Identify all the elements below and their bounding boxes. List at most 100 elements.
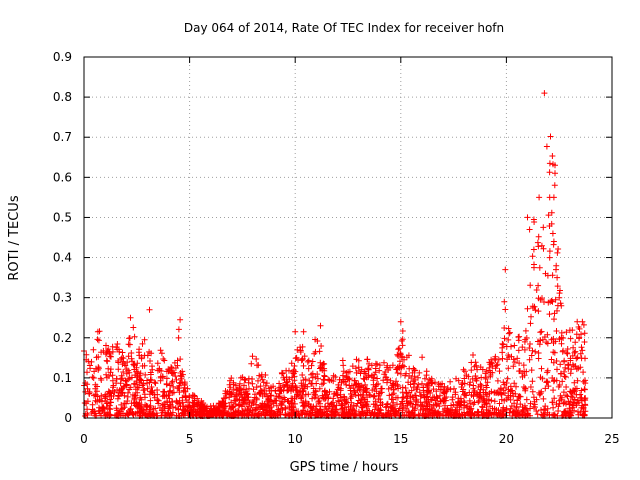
data-point-peak (502, 266, 509, 273)
data-point (501, 325, 508, 331)
data-point (194, 395, 201, 402)
data-point-peak (550, 194, 557, 201)
data-point (522, 386, 529, 392)
data-point (165, 392, 172, 399)
data-point (447, 407, 454, 414)
data-point (554, 366, 560, 373)
data-point (105, 346, 112, 353)
y-tick-label: 0.5 (53, 210, 72, 224)
data-point (227, 384, 234, 391)
data-point (95, 337, 102, 344)
data-point (321, 377, 328, 384)
data-point (412, 401, 419, 408)
data-point (569, 404, 576, 411)
data-point (535, 350, 542, 356)
data-point (580, 321, 587, 328)
data-point (267, 392, 274, 399)
data-point-peak (556, 294, 563, 301)
data-point (166, 395, 173, 402)
data-point (573, 331, 580, 338)
data-point (529, 253, 536, 260)
data-point (574, 397, 581, 404)
data-point (534, 239, 541, 246)
data-point (580, 369, 587, 376)
data-point (256, 372, 263, 379)
data-point (579, 347, 586, 354)
data-point (542, 385, 549, 392)
data-point (283, 374, 290, 381)
data-point (415, 374, 421, 381)
data-point (247, 407, 254, 414)
data-point (255, 377, 261, 384)
data-point (92, 397, 99, 404)
data-point (555, 408, 562, 414)
data-point (580, 378, 587, 385)
data-point (179, 394, 186, 401)
data-point (544, 379, 551, 386)
data-point-peak (550, 238, 557, 245)
data-point (168, 411, 175, 418)
data-point (355, 364, 362, 371)
data-point (263, 380, 270, 387)
data-point (376, 362, 383, 369)
data-point (123, 410, 130, 417)
data-point (330, 391, 337, 397)
data-point (561, 357, 568, 364)
data-point (85, 358, 92, 365)
data-point (505, 352, 512, 359)
data-point (266, 411, 273, 418)
data-point (90, 346, 97, 353)
data-point (506, 330, 513, 337)
data-point (579, 402, 586, 409)
data-point (540, 395, 547, 402)
data-point (516, 360, 523, 367)
data-point (308, 362, 315, 369)
data-point (113, 380, 120, 387)
data-point (367, 392, 374, 399)
data-point (572, 339, 579, 346)
data-point (308, 380, 315, 387)
data-point (436, 403, 443, 410)
data-point (340, 378, 347, 385)
data-point (498, 396, 505, 403)
data-point (309, 395, 316, 402)
data-point (456, 402, 463, 409)
data-point (238, 391, 245, 398)
data-point (503, 380, 510, 386)
data-point (146, 404, 153, 411)
data-point (290, 370, 297, 377)
data-point (563, 329, 570, 336)
data-point (89, 406, 96, 413)
data-point (149, 390, 156, 396)
data-point (351, 388, 358, 395)
data-point (423, 372, 430, 379)
data-point (366, 407, 373, 414)
data-point (500, 387, 507, 394)
y-tick-label: 0.6 (53, 170, 72, 184)
data-point (441, 383, 448, 390)
data-point (101, 409, 108, 416)
data-point (549, 153, 556, 159)
data-point (278, 401, 285, 407)
data-point (88, 410, 95, 416)
data-point (130, 399, 137, 406)
data-point (230, 381, 237, 388)
data-point (272, 388, 279, 394)
data-point (574, 377, 581, 384)
data-point (133, 400, 140, 407)
data-point (340, 368, 347, 375)
data-point (380, 377, 387, 384)
data-point (515, 334, 522, 340)
data-point (471, 389, 478, 396)
data-point (257, 388, 264, 394)
data-point (433, 393, 440, 400)
data-point (140, 407, 147, 414)
data-point (248, 360, 255, 367)
data-point (392, 408, 399, 415)
data-point (118, 372, 125, 379)
data-point (550, 378, 557, 385)
data-point (510, 393, 517, 400)
data-point (428, 407, 435, 414)
data-point (526, 356, 533, 363)
data-point (321, 403, 328, 410)
